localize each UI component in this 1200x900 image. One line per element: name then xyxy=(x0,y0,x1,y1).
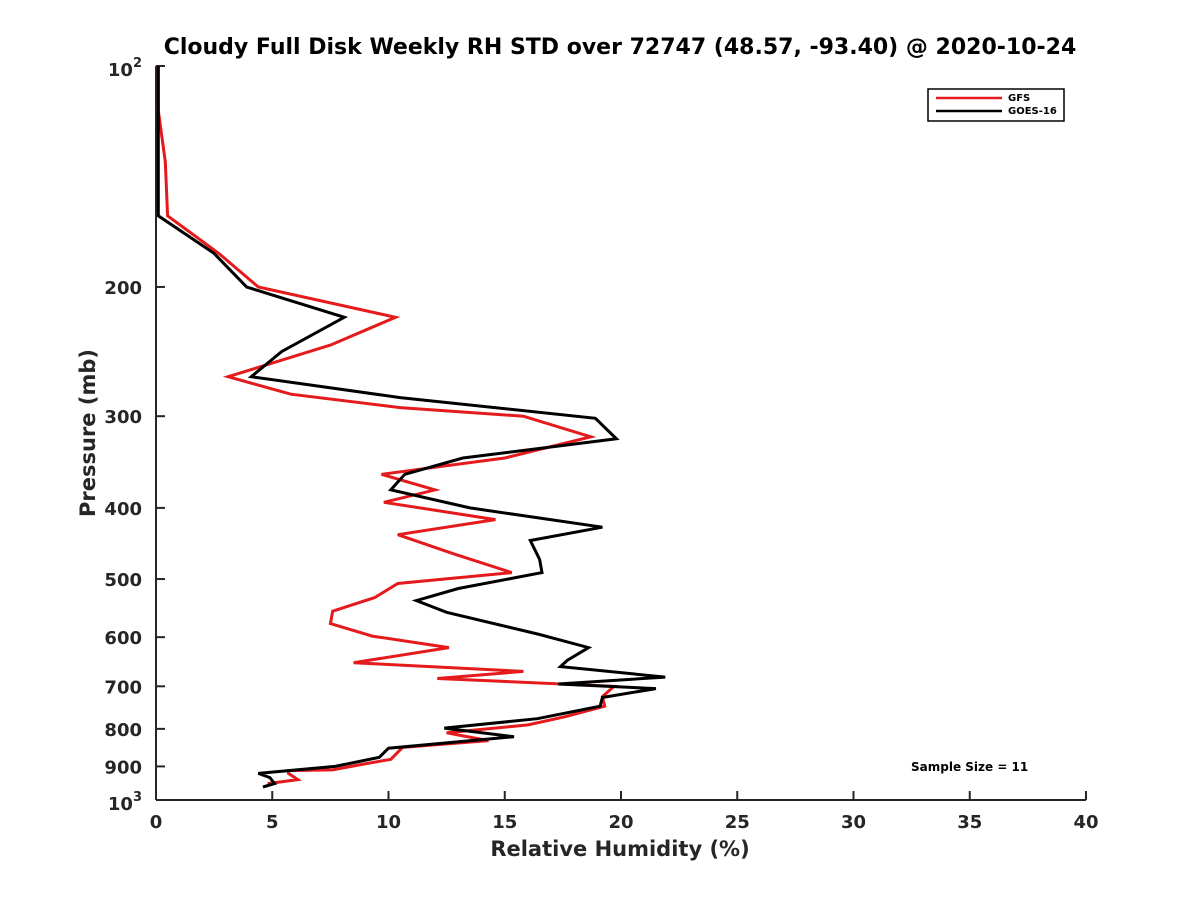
x-tick-label: 5 xyxy=(266,812,279,833)
y-tick-label: 500 xyxy=(104,570,142,591)
x-tick-label: 30 xyxy=(841,812,866,833)
y-top-base: 10 xyxy=(108,60,133,81)
legend: GFS GOES-16 xyxy=(927,88,1065,122)
y-tick-label: 700 xyxy=(104,677,142,698)
x-axis-ticks: 0 5 10 15 20 25 30 35 40 xyxy=(150,791,1099,833)
series-lines xyxy=(156,66,666,789)
x-tick-label: 35 xyxy=(957,812,982,833)
y-tick-label: 400 xyxy=(104,499,142,520)
y-axis-ticks: 200 300 400 500 600 700 800 900 xyxy=(104,65,165,801)
x-tick-label: 20 xyxy=(608,812,633,833)
plot-area: 0 5 10 15 20 25 30 35 40 200 300 400 500 600 700 800 90… xyxy=(104,56,1098,833)
y-top-exp: 2 xyxy=(133,56,142,71)
x-axis-label: Relative Humidity (%) xyxy=(490,837,749,861)
y-tick-label-top: 102 xyxy=(108,56,142,81)
x-tick-label: 10 xyxy=(376,812,401,833)
y-tick-label: 900 xyxy=(104,757,142,778)
x-tick-label: 0 xyxy=(150,812,163,833)
y-axis-label: Pressure (mb) xyxy=(76,349,100,517)
y-bottom-exp: 3 xyxy=(133,790,142,805)
legend-label-goes16: GOES-16 xyxy=(1008,106,1057,117)
y-tick-label: 300 xyxy=(104,407,142,428)
series-line-goes16 xyxy=(156,66,666,789)
legend-label-gfs: GFS xyxy=(1008,93,1030,104)
sample-size-annotation: Sample Size = 11 xyxy=(911,760,1028,774)
y-tick-label-bottom: 103 xyxy=(108,790,142,815)
legend-box xyxy=(927,88,1065,122)
y-tick-label: 200 xyxy=(104,278,142,299)
x-tick-label: 15 xyxy=(492,812,517,833)
y-tick-label: 600 xyxy=(104,628,142,649)
y-tick-label: 800 xyxy=(104,720,142,741)
chart-title: Cloudy Full Disk Weekly RH STD over 7274… xyxy=(164,35,1077,60)
x-tick-label: 25 xyxy=(725,812,750,833)
y-bottom-base: 10 xyxy=(108,794,133,815)
x-tick-label: 40 xyxy=(1073,812,1098,833)
